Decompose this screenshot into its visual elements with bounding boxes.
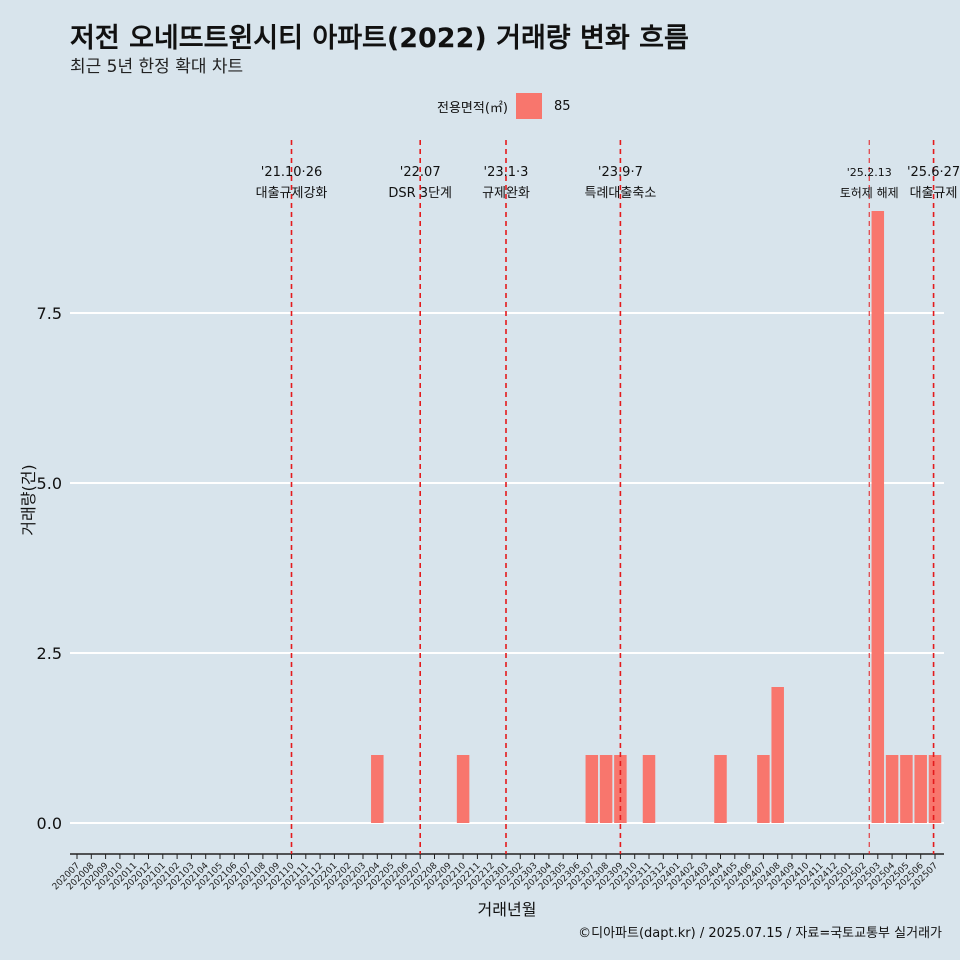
y-tick-label: 2.5 xyxy=(37,644,62,663)
bar xyxy=(871,211,885,823)
bar xyxy=(914,755,927,823)
annotation-date: '22.07 xyxy=(400,165,441,180)
y-tick-label: 7.5 xyxy=(37,304,62,323)
legend: 전용면적(㎡) 85 xyxy=(437,92,571,120)
bar xyxy=(371,755,384,823)
bar xyxy=(642,755,656,823)
bar xyxy=(714,755,727,823)
bar xyxy=(757,755,770,823)
annotation-label: 대출규제강화 xyxy=(256,186,328,201)
bar xyxy=(928,755,942,823)
y-axis-title: 거래량(건) xyxy=(19,464,38,535)
bar xyxy=(771,687,784,823)
bar xyxy=(900,755,913,823)
annotation-label: DSR 3단계 xyxy=(388,186,452,201)
y-tick-label: 0.0 xyxy=(37,814,62,833)
bar xyxy=(885,755,899,823)
y-tick-label: 5.0 xyxy=(37,474,62,493)
annotation-date: '25.6·27 xyxy=(907,165,960,180)
annotation-date: '23.9·7 xyxy=(598,165,643,180)
annotation-date: '21.10·26 xyxy=(261,165,322,180)
annotation-label: 특례대출축소 xyxy=(585,186,657,201)
annotation-date: '23.1·3 xyxy=(484,165,529,180)
legend-swatch-85 xyxy=(515,93,542,119)
legend-title: 전용면적(㎡) xyxy=(437,100,508,116)
bar xyxy=(585,755,599,823)
source-caption: ©디아파트(dapt.kr) / 2025.07.15 / 자료=국토교통부 실… xyxy=(578,926,942,941)
annotation-label: 규제완화 xyxy=(482,186,530,201)
x-axis-title: 거래년월 xyxy=(478,900,537,919)
annotation-label: 대출규제 xyxy=(910,186,958,201)
legend-entry-85: 85 xyxy=(553,98,571,114)
annotation-label: 토허제 해제 xyxy=(840,186,899,200)
chart-title: 저전 오네뜨트윈시티 아파트(2022) 거래량 변화 흐름 xyxy=(70,23,689,54)
chart-subtitle: 최근 5년 한정 확대 차트 xyxy=(70,57,244,77)
annotation-date: '25.2.13 xyxy=(847,166,892,179)
bar xyxy=(599,755,613,823)
bar xyxy=(456,755,470,823)
